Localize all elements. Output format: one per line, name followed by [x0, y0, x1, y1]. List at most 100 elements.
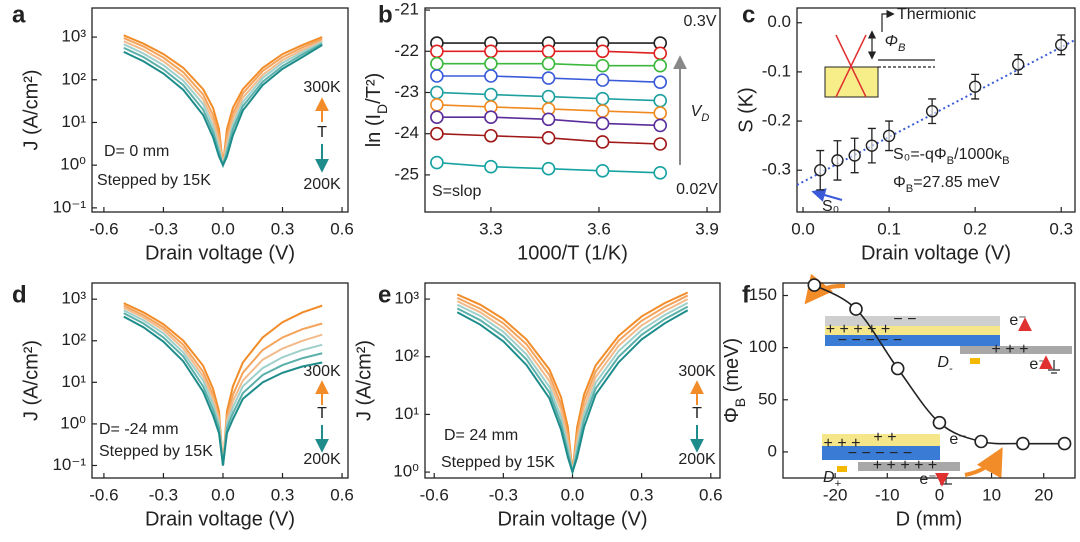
point [653, 118, 668, 133]
point [541, 89, 556, 104]
x-tick-label: 3.6 [587, 219, 611, 238]
y-tick-label: 150 [749, 285, 777, 304]
annotation: 200K [678, 451, 716, 468]
point [484, 87, 498, 102]
point [653, 58, 668, 73]
point [430, 56, 444, 71]
text-part: B [1002, 155, 1009, 167]
point [541, 71, 556, 85]
panel: a -0.6 -0.3 0.0 0.3 0.6 10⁻¹ 10⁰ 10¹ 10² 10³ Drain … [12, 1, 354, 264]
text-part: S₀=-qΦ [893, 146, 947, 163]
annotation: D+ [823, 469, 842, 490]
point [595, 73, 610, 87]
y-tick-label: -23 [394, 82, 419, 101]
x-tick-label: -10 [875, 485, 900, 504]
text-part: + [835, 478, 842, 490]
annotation: 300K [303, 79, 341, 96]
point [882, 129, 896, 143]
plot-frame [796, 7, 1076, 213]
x-axis-label: Drain voltage (V) [145, 508, 295, 530]
point [595, 116, 610, 131]
y-tick-label: -21 [394, 0, 419, 19]
point [484, 56, 498, 71]
x-tick-label: 0.3 [271, 219, 295, 238]
annotation: S₀=-qΦB/1000κB [893, 146, 1010, 167]
annotation: + + + [992, 341, 1029, 358]
point [849, 302, 863, 316]
point [1055, 38, 1068, 52]
y-tick-label: 0 [768, 441, 777, 460]
x-tick-label: 0.0 [791, 219, 815, 238]
annotation: VD [691, 103, 710, 124]
annotation: ΦB=27.85 meV [893, 174, 1000, 195]
point [430, 69, 444, 83]
y-tick-label: 50 [758, 389, 777, 408]
plot-frame [424, 7, 721, 213]
annotation: + + + [824, 435, 861, 452]
annotation: T [317, 124, 327, 141]
y-axis-label: J (A/cm²) [20, 340, 42, 421]
y-tick-label: 10² [394, 346, 419, 365]
annotation: 200K [303, 176, 341, 193]
panel-label: f [742, 281, 751, 308]
y-tick-label: 10¹ [394, 404, 419, 423]
point [484, 110, 498, 125]
y-tick-label: 10³ [61, 27, 86, 46]
point [653, 75, 668, 89]
point [541, 161, 556, 176]
point [807, 278, 822, 292]
text-part: B [898, 42, 906, 54]
point [595, 44, 610, 59]
x-tick-label: -0.3 [149, 485, 178, 504]
y-axis-label: ΦB (meV) [721, 338, 747, 423]
annotation: D= -24 mm [99, 421, 179, 438]
text-part: D [701, 112, 709, 124]
x-tick-label: 0.2 [963, 219, 987, 238]
point [653, 106, 668, 120]
annotation: 0.3V [684, 13, 717, 30]
annotation: T [692, 405, 702, 422]
y-tick-label: 10³ [394, 289, 419, 308]
y-tick-label: 10¹ [61, 112, 86, 131]
annotation: D= 24 mm [444, 427, 518, 444]
plot-frame [91, 7, 349, 213]
point [1011, 58, 1025, 71]
text-part: V [691, 103, 703, 120]
point [595, 104, 610, 118]
y-tick-label: -24 [394, 123, 419, 142]
y-tick-label: -0.3 [762, 160, 791, 179]
annotation: 300K [678, 363, 716, 380]
point [848, 149, 861, 162]
point [484, 128, 498, 143]
y-tick-label: 10² [61, 69, 86, 88]
annotation: − − − − − [848, 445, 913, 462]
x-tick-label: -20 [823, 485, 848, 504]
y-tick-label: 10² [61, 330, 86, 349]
panel: f -20 -10 0 10 20 0 50 100 150 D (mm) ΦB (meV) − − + … [721, 278, 1076, 530]
point [484, 159, 498, 174]
point [974, 434, 988, 449]
annotation: D- [937, 354, 953, 375]
x-tick-label: 0.0 [211, 219, 235, 238]
y-tick-label: 10⁻¹ [52, 197, 86, 216]
point [925, 105, 939, 118]
y-tick-label: 10⁰ [60, 155, 86, 174]
panel-label: d [12, 281, 27, 308]
point [595, 91, 610, 106]
y-tick-label: 10⁰ [60, 413, 86, 432]
y-tick-label: -0.2 [762, 111, 791, 130]
annotation: 0.02V [676, 181, 718, 198]
panel: b 3.3 3.6 3.9 -25 -24 -23 -22 -21 1000/T (1/K) ln … [363, 0, 721, 264]
annotation: D= 0 mm [104, 143, 169, 160]
x-tick-label: 0.1 [877, 219, 901, 238]
point [653, 137, 668, 151]
x-tick-label: 10 [982, 485, 1001, 504]
annotation: T [317, 405, 327, 422]
series-line [123, 44, 323, 168]
point [932, 415, 947, 430]
annotation: Thermionic [897, 6, 976, 23]
annotation: S₀ [822, 198, 839, 215]
x-tick-label: 0.0 [561, 485, 585, 504]
x-axis-label: 1000/T (1/K) [517, 242, 628, 264]
point [430, 44, 444, 59]
